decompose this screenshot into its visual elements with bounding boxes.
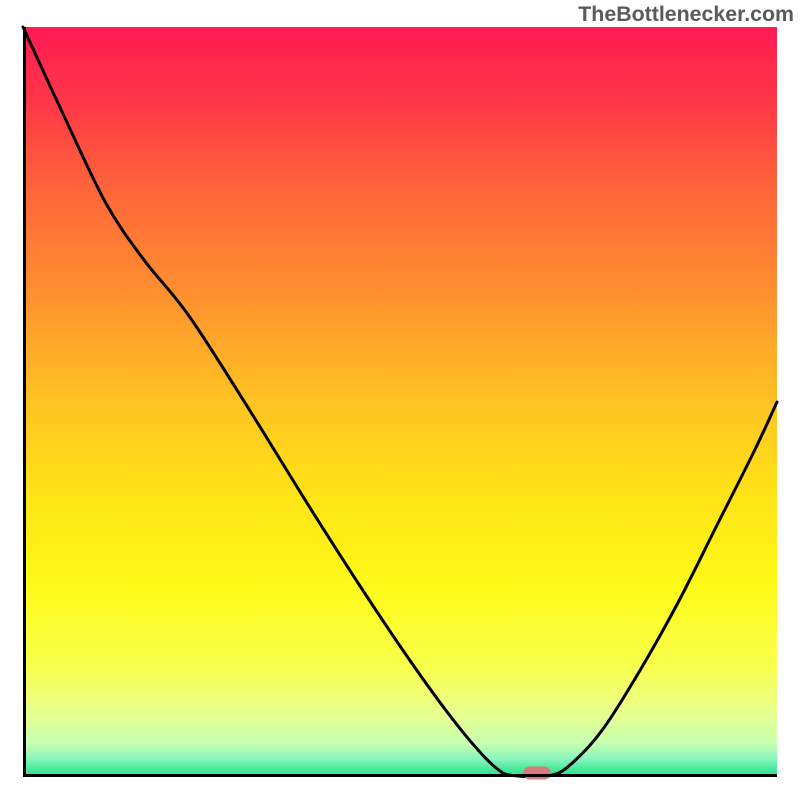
y-axis [23,27,26,777]
optimal-marker [524,766,551,779]
watermark-text: TheBottlenecker.com [578,2,794,27]
plot-area [23,27,777,777]
chart-container: TheBottlenecker.com [0,0,800,800]
curve-svg [23,27,777,777]
bottleneck-curve-path [23,27,777,777]
x-axis [23,774,777,777]
